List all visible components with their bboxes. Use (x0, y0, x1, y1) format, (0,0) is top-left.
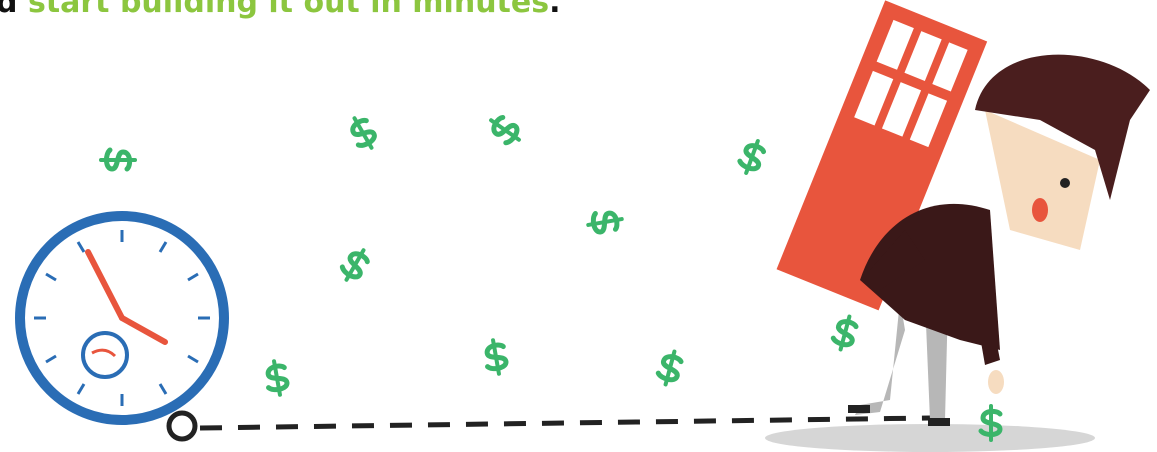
dollar-icon (587, 209, 624, 234)
dollar-icon (485, 113, 524, 148)
dollar-icon (981, 406, 1000, 440)
dollar-icon (264, 360, 289, 397)
page: d start building it out in minutes. (0, 0, 1157, 452)
man-figure (777, 0, 1150, 426)
clock (20, 216, 224, 420)
caption-lead: d (0, 0, 17, 20)
dollar-icon (346, 114, 379, 153)
dollar-icon (338, 245, 371, 284)
caption-highlight: start building it out in minutes (28, 0, 549, 20)
caption: d start building it out in minutes. (0, 0, 561, 20)
shadow (765, 424, 1095, 452)
illustration: d start building it out in minutes. (0, 0, 1157, 452)
dollar-icon (656, 349, 683, 387)
chain-ring (169, 413, 195, 439)
caption-end: . (549, 0, 560, 20)
dollar-icon (101, 150, 135, 169)
dollar-icon (831, 314, 858, 352)
dollar-icon (483, 339, 508, 376)
dollar-icon (737, 138, 766, 176)
chain (200, 418, 930, 428)
